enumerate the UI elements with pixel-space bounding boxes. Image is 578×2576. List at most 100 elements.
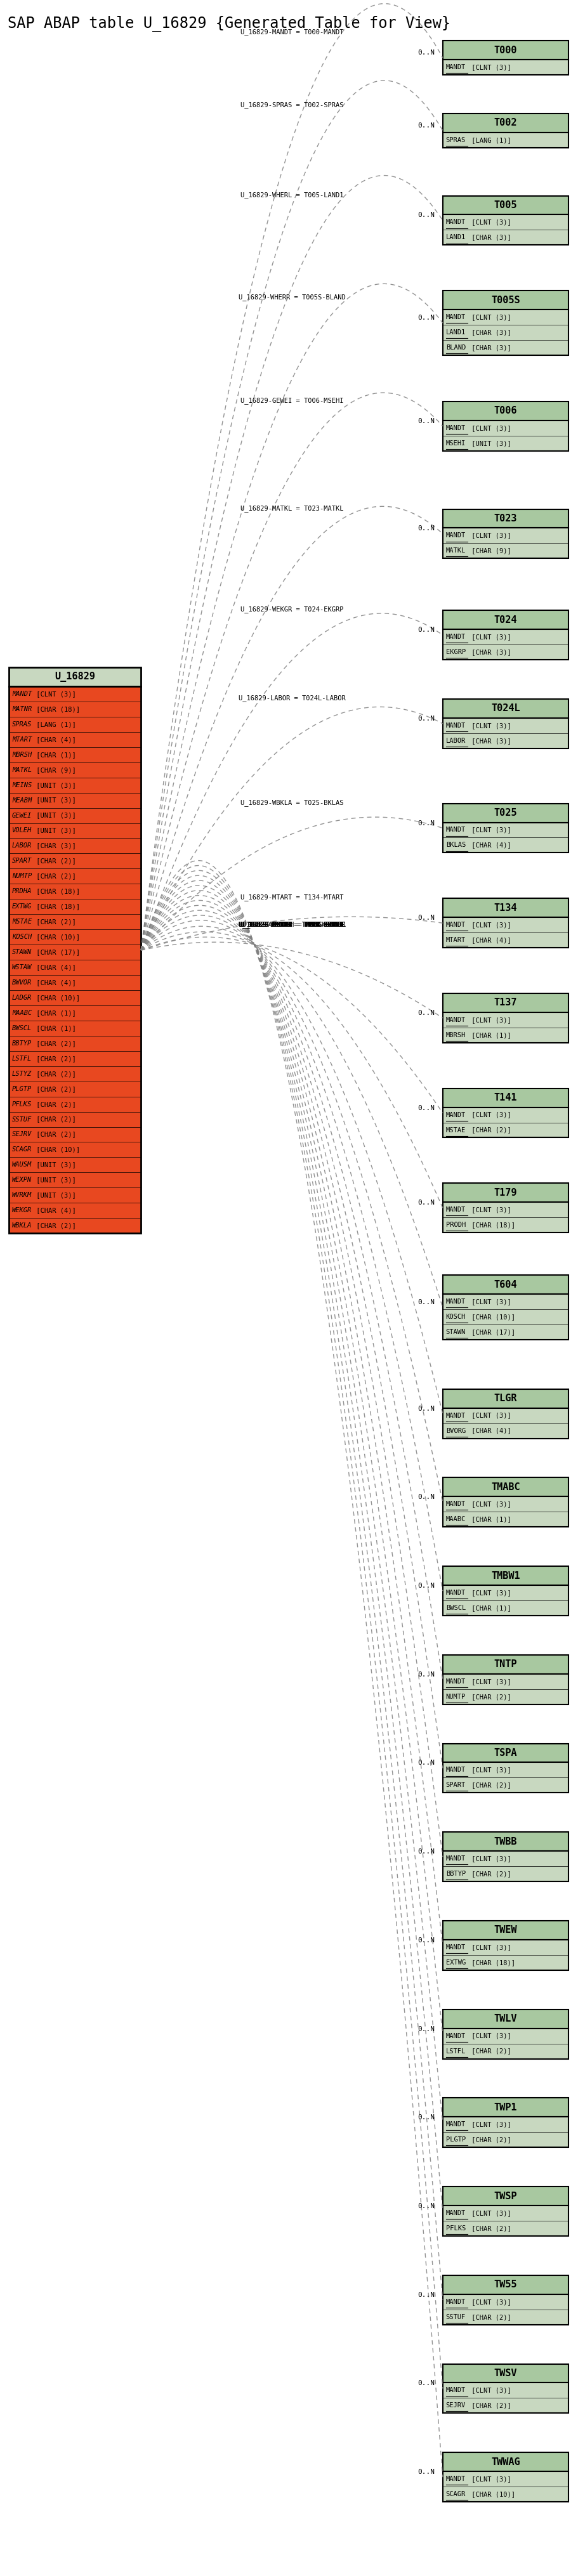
Text: U_16829-MTART = T134-MTART: U_16829-MTART = T134-MTART: [240, 894, 343, 902]
Text: [CHAR (18)]: [CHAR (18)]: [468, 1960, 515, 1965]
Text: U_16829-WMAAB = TMABC-MAABC: U_16829-WMAAB = TMABC-MAABC: [238, 922, 345, 927]
Text: [UNIT (3)]: [UNIT (3)]: [32, 811, 76, 819]
Text: TWEW: TWEW: [494, 1924, 517, 1935]
Text: MANDT: MANDT: [446, 634, 465, 639]
Text: WBKLA: WBKLA: [12, 1224, 32, 1229]
Bar: [442, 41, 568, 59]
Text: U_16829-BWSCL = TMBW1-BWSCL: U_16829-BWSCL = TMBW1-BWSCL: [238, 922, 345, 927]
Text: T134: T134: [494, 904, 517, 912]
Text: MANDT: MANDT: [446, 2123, 465, 2128]
Text: SAP ABAP table U_16829 {Generated Table for View}: SAP ABAP table U_16829 {Generated Table …: [8, 15, 450, 31]
Text: T006: T006: [494, 407, 517, 415]
Text: [CLNT (3)]: [CLNT (3)]: [468, 721, 511, 729]
Bar: [442, 1203, 568, 1231]
Text: MANDT: MANDT: [446, 64, 465, 70]
Text: MANDT: MANDT: [446, 827, 465, 832]
Text: U_16829-WHERR = T005S-BLAND: U_16829-WHERR = T005S-BLAND: [238, 294, 345, 301]
Bar: [442, 1108, 568, 1139]
Bar: [9, 667, 141, 685]
Bar: [442, 113, 568, 131]
Text: T604: T604: [494, 1280, 517, 1288]
Text: 0..N: 0..N: [417, 417, 434, 425]
Text: [UNIT (3)]: [UNIT (3)]: [32, 1177, 76, 1182]
Text: T024L: T024L: [491, 703, 520, 714]
Text: LAND1: LAND1: [446, 234, 465, 240]
Text: [CLNT (3)]: [CLNT (3)]: [468, 2032, 511, 2040]
Text: [CHAR (2)]: [CHAR (2)]: [468, 2136, 511, 2143]
Bar: [442, 2275, 568, 2295]
Bar: [442, 899, 568, 917]
Text: U_16829-SEJRV = TWSV-SEJRV: U_16829-SEJRV = TWSV-SEJRV: [240, 922, 343, 927]
Text: MAABC: MAABC: [446, 1517, 465, 1522]
Bar: [442, 2383, 568, 2414]
Text: 0..N: 0..N: [417, 1759, 434, 1767]
Bar: [442, 2027, 568, 2058]
Text: MANDT: MANDT: [446, 1855, 465, 1862]
Text: MANDT: MANDT: [446, 922, 465, 927]
Text: [CHAR (2)]: [CHAR (2)]: [32, 1131, 76, 1139]
Text: [CLNT (3)]: [CLNT (3)]: [468, 2476, 511, 2483]
Text: [CHAR (4)]: [CHAR (4)]: [468, 1427, 511, 1435]
Text: MANDT: MANDT: [446, 1945, 465, 1950]
Text: NUMTP: NUMTP: [12, 873, 32, 878]
Text: [CHAR (2)]: [CHAR (2)]: [32, 1224, 76, 1229]
Bar: [442, 629, 568, 659]
Text: MANDT: MANDT: [12, 690, 32, 698]
Text: [CLNT (3)]: [CLNT (3)]: [468, 2123, 511, 2128]
Bar: [442, 420, 568, 451]
Bar: [442, 611, 568, 629]
Text: MANDT: MANDT: [446, 2298, 465, 2306]
Text: [CLNT (3)]: [CLNT (3)]: [468, 64, 511, 70]
Text: MANDT: MANDT: [446, 1412, 465, 1419]
Bar: [442, 2097, 568, 2117]
Bar: [442, 528, 568, 559]
Text: TMBW1: TMBW1: [491, 1571, 520, 1582]
Text: MANDT: MANDT: [446, 1502, 465, 1507]
Text: BVORG: BVORG: [446, 1427, 465, 1435]
Text: STAWN: STAWN: [12, 948, 32, 956]
Text: MBRSH: MBRSH: [12, 752, 32, 757]
Text: LADGR: LADGR: [12, 994, 32, 1002]
Text: 0..N: 0..N: [417, 1298, 434, 1306]
Text: [CLNT (3)]: [CLNT (3)]: [468, 1945, 511, 1950]
Bar: [442, 402, 568, 420]
Text: 0..N: 0..N: [417, 914, 434, 922]
Text: PFLKS: PFLKS: [446, 2226, 465, 2231]
Bar: [442, 1654, 568, 1674]
Text: [CHAR (2)]: [CHAR (2)]: [32, 1115, 76, 1123]
Bar: [442, 214, 568, 245]
Text: [CHAR (1)]: [CHAR (1)]: [468, 1033, 511, 1038]
Text: BWSCL: BWSCL: [446, 1605, 465, 1610]
Text: MANDT: MANDT: [446, 314, 465, 319]
Bar: [442, 1744, 568, 1762]
Text: 0..N: 0..N: [417, 626, 434, 634]
Text: 0..N: 0..N: [417, 2468, 434, 2476]
Text: [UNIT (3)]: [UNIT (3)]: [32, 1193, 76, 1198]
Text: EKGRP: EKGRP: [446, 649, 465, 654]
Bar: [442, 822, 568, 853]
Text: 0..N: 0..N: [417, 819, 434, 827]
Text: MANDT: MANDT: [446, 1767, 465, 1772]
Text: [CLNT (3)]: [CLNT (3)]: [468, 2210, 511, 2215]
Text: PLGTP: PLGTP: [12, 1084, 32, 1092]
Text: [UNIT (3)]: [UNIT (3)]: [32, 827, 76, 835]
Bar: [442, 1479, 568, 1497]
Text: T025: T025: [494, 809, 517, 817]
Text: LSTFL: LSTFL: [12, 1056, 32, 1061]
Text: TNTP: TNTP: [494, 1659, 517, 1669]
Text: PFLKS: PFLKS: [12, 1100, 32, 1108]
Text: U_16829-SSTUF = TW55-SSTUF: U_16829-SSTUF = TW55-SSTUF: [240, 922, 343, 927]
Bar: [442, 1275, 568, 1293]
Text: [UNIT (3)]: [UNIT (3)]: [32, 783, 76, 788]
Text: U_16829-MSTAE = T141-MMSTA: U_16829-MSTAE = T141-MMSTA: [240, 922, 343, 927]
Text: 0..N: 0..N: [417, 1937, 434, 1942]
Text: U_16829-BBTYP = TWBB-BBTYP: U_16829-BBTYP = TWBB-BBTYP: [240, 922, 343, 927]
Text: MANDT: MANDT: [446, 533, 465, 538]
Text: [CHAR (2)]: [CHAR (2)]: [32, 920, 76, 925]
Text: 0..N: 0..N: [417, 2380, 434, 2385]
Text: 0..N: 0..N: [417, 1010, 434, 1015]
Text: MANDT: MANDT: [446, 2476, 465, 2483]
Text: MANDT: MANDT: [446, 1018, 465, 1023]
Text: SCAGR: SCAGR: [12, 1146, 32, 1154]
Text: [CHAR (1)]: [CHAR (1)]: [32, 1010, 76, 1015]
